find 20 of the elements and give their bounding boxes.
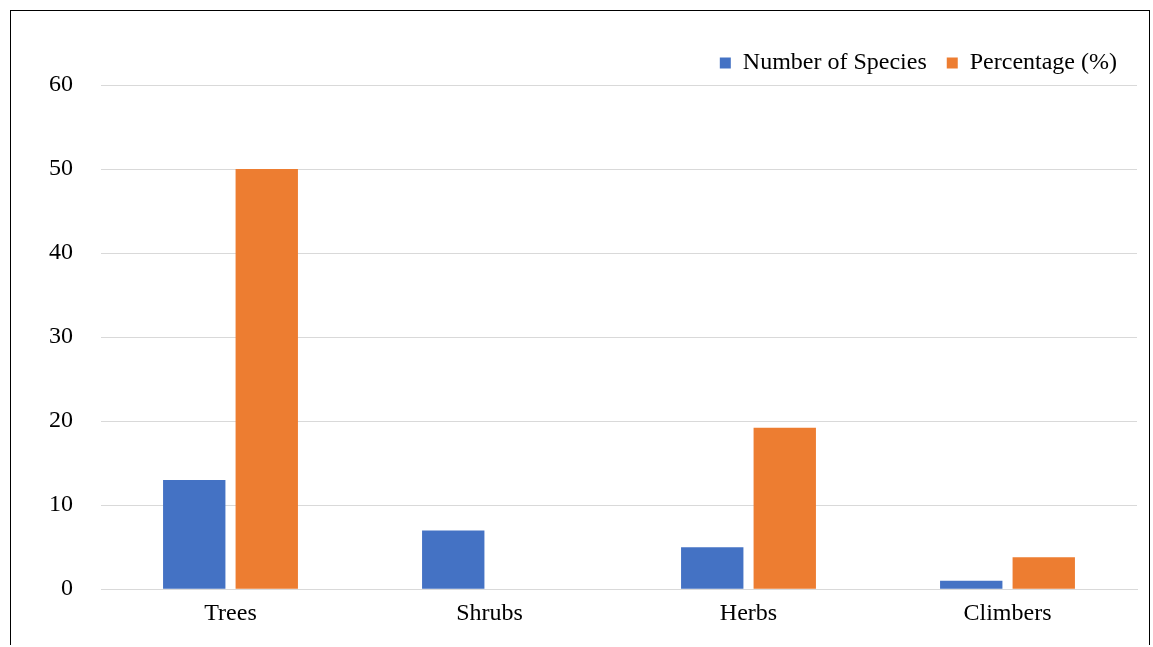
y-tick-label: 40 xyxy=(49,238,73,265)
y-tick-label: 30 xyxy=(49,322,73,349)
x-tick-label: Trees xyxy=(204,598,257,625)
bar xyxy=(235,169,298,589)
y-tick-label: 60 xyxy=(49,70,73,97)
x-tick-label: Shrubs xyxy=(456,598,523,625)
y-tick-label: 50 xyxy=(49,154,73,181)
x-tick-label: Climbers xyxy=(963,598,1052,625)
bar xyxy=(753,427,816,589)
legend-label: Percentage (%) xyxy=(969,48,1117,75)
y-tick-label: 10 xyxy=(49,490,73,517)
legend-label: Number of Species xyxy=(742,48,927,75)
bar xyxy=(422,530,485,589)
bar xyxy=(681,547,744,589)
y-tick-label: 20 xyxy=(49,406,73,433)
bar xyxy=(1012,557,1075,589)
y-tick-label: 0 xyxy=(61,574,73,601)
bar xyxy=(163,479,226,589)
x-tick-label: Herbs xyxy=(719,598,778,625)
bar xyxy=(940,580,1003,589)
